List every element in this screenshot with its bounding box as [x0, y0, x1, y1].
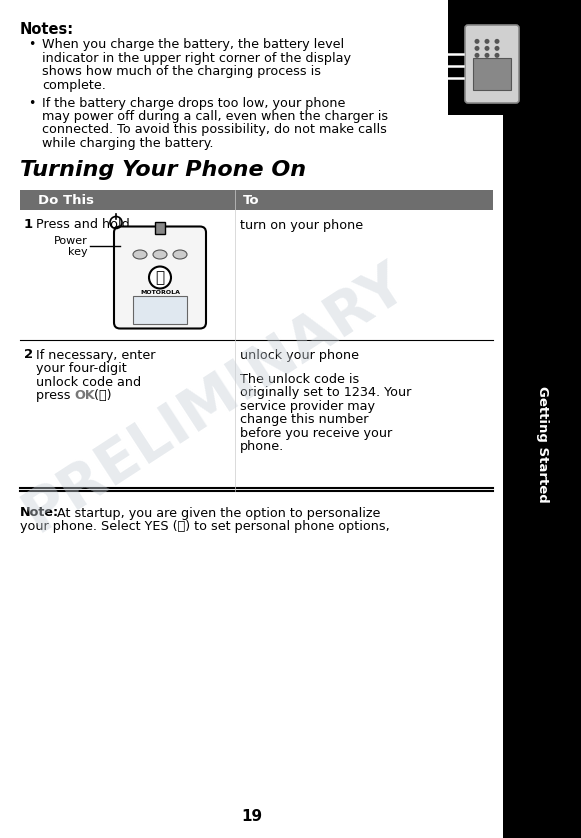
Circle shape [494, 53, 500, 58]
FancyBboxPatch shape [114, 226, 206, 328]
Text: connected. To avoid this possibility, do not make calls: connected. To avoid this possibility, do… [42, 123, 387, 137]
Text: Getting Started: Getting Started [536, 385, 548, 503]
Text: At startup, you are given the option to personalize: At startup, you are given the option to … [53, 506, 381, 520]
Text: PRELIMINARY: PRELIMINARY [13, 253, 417, 543]
Text: To: To [243, 194, 260, 207]
Text: •: • [28, 96, 35, 110]
Text: 2: 2 [24, 349, 33, 361]
Circle shape [494, 39, 500, 44]
Text: unlock your phone: unlock your phone [240, 349, 359, 361]
Bar [503, 0, 581, 838]
Text: service provider may: service provider may [240, 400, 375, 413]
Text: phone.: phone. [240, 440, 285, 453]
Text: turn on your phone: turn on your phone [240, 219, 363, 231]
Text: Ⓜ: Ⓜ [156, 270, 164, 285]
Bar [155, 223, 165, 235]
Circle shape [475, 53, 479, 58]
Text: MOTOROLA: MOTOROLA [140, 290, 180, 295]
Circle shape [485, 46, 490, 51]
Text: The unlock code is: The unlock code is [240, 373, 360, 385]
Circle shape [475, 39, 479, 44]
Text: originally set to 1234. Your: originally set to 1234. Your [240, 386, 411, 399]
Text: your four-digit: your four-digit [36, 362, 127, 375]
Ellipse shape [173, 250, 187, 259]
Text: (Ⓖ): (Ⓖ) [90, 389, 112, 402]
Text: before you receive your: before you receive your [240, 427, 392, 440]
Text: If necessary, enter: If necessary, enter [36, 349, 156, 361]
Text: shows how much of the charging process is: shows how much of the charging process i… [42, 65, 321, 79]
Text: indicator in the upper right corner of the display: indicator in the upper right corner of t… [42, 52, 351, 65]
Bar [133, 297, 187, 324]
Ellipse shape [153, 250, 167, 259]
Text: 1: 1 [24, 219, 33, 231]
Text: OK: OK [74, 389, 95, 402]
Text: Turning Your Phone On: Turning Your Phone On [20, 161, 306, 180]
Text: Note:: Note: [20, 506, 59, 520]
Text: 19: 19 [241, 809, 262, 824]
Bar [448, 0, 581, 115]
Circle shape [475, 46, 479, 51]
Text: unlock code and: unlock code and [36, 375, 141, 389]
Circle shape [485, 53, 490, 58]
Circle shape [149, 266, 171, 288]
Text: If the battery charge drops too low, your phone: If the battery charge drops too low, you… [42, 96, 345, 110]
Text: press: press [36, 389, 74, 402]
Circle shape [485, 39, 490, 44]
Text: Power
key: Power key [54, 235, 88, 257]
Bar [20, 190, 493, 210]
Circle shape [494, 46, 500, 51]
Text: while charging the battery.: while charging the battery. [42, 137, 213, 150]
Text: Press and hold: Press and hold [36, 219, 134, 231]
Text: Notes:: Notes: [20, 22, 74, 37]
Text: •: • [28, 39, 35, 51]
Text: change this number: change this number [240, 413, 369, 427]
Text: When you charge the battery, the battery level: When you charge the battery, the battery… [42, 39, 344, 51]
Text: Do This: Do This [38, 194, 94, 207]
Text: complete.: complete. [42, 79, 106, 92]
FancyBboxPatch shape [465, 25, 519, 103]
Text: your phone. Select YES (Ⓢ) to set personal phone options,: your phone. Select YES (Ⓢ) to set person… [20, 520, 390, 533]
Bar [473, 58, 511, 90]
Ellipse shape [133, 250, 147, 259]
Text: may power off during a call, even when the charger is: may power off during a call, even when t… [42, 110, 388, 123]
